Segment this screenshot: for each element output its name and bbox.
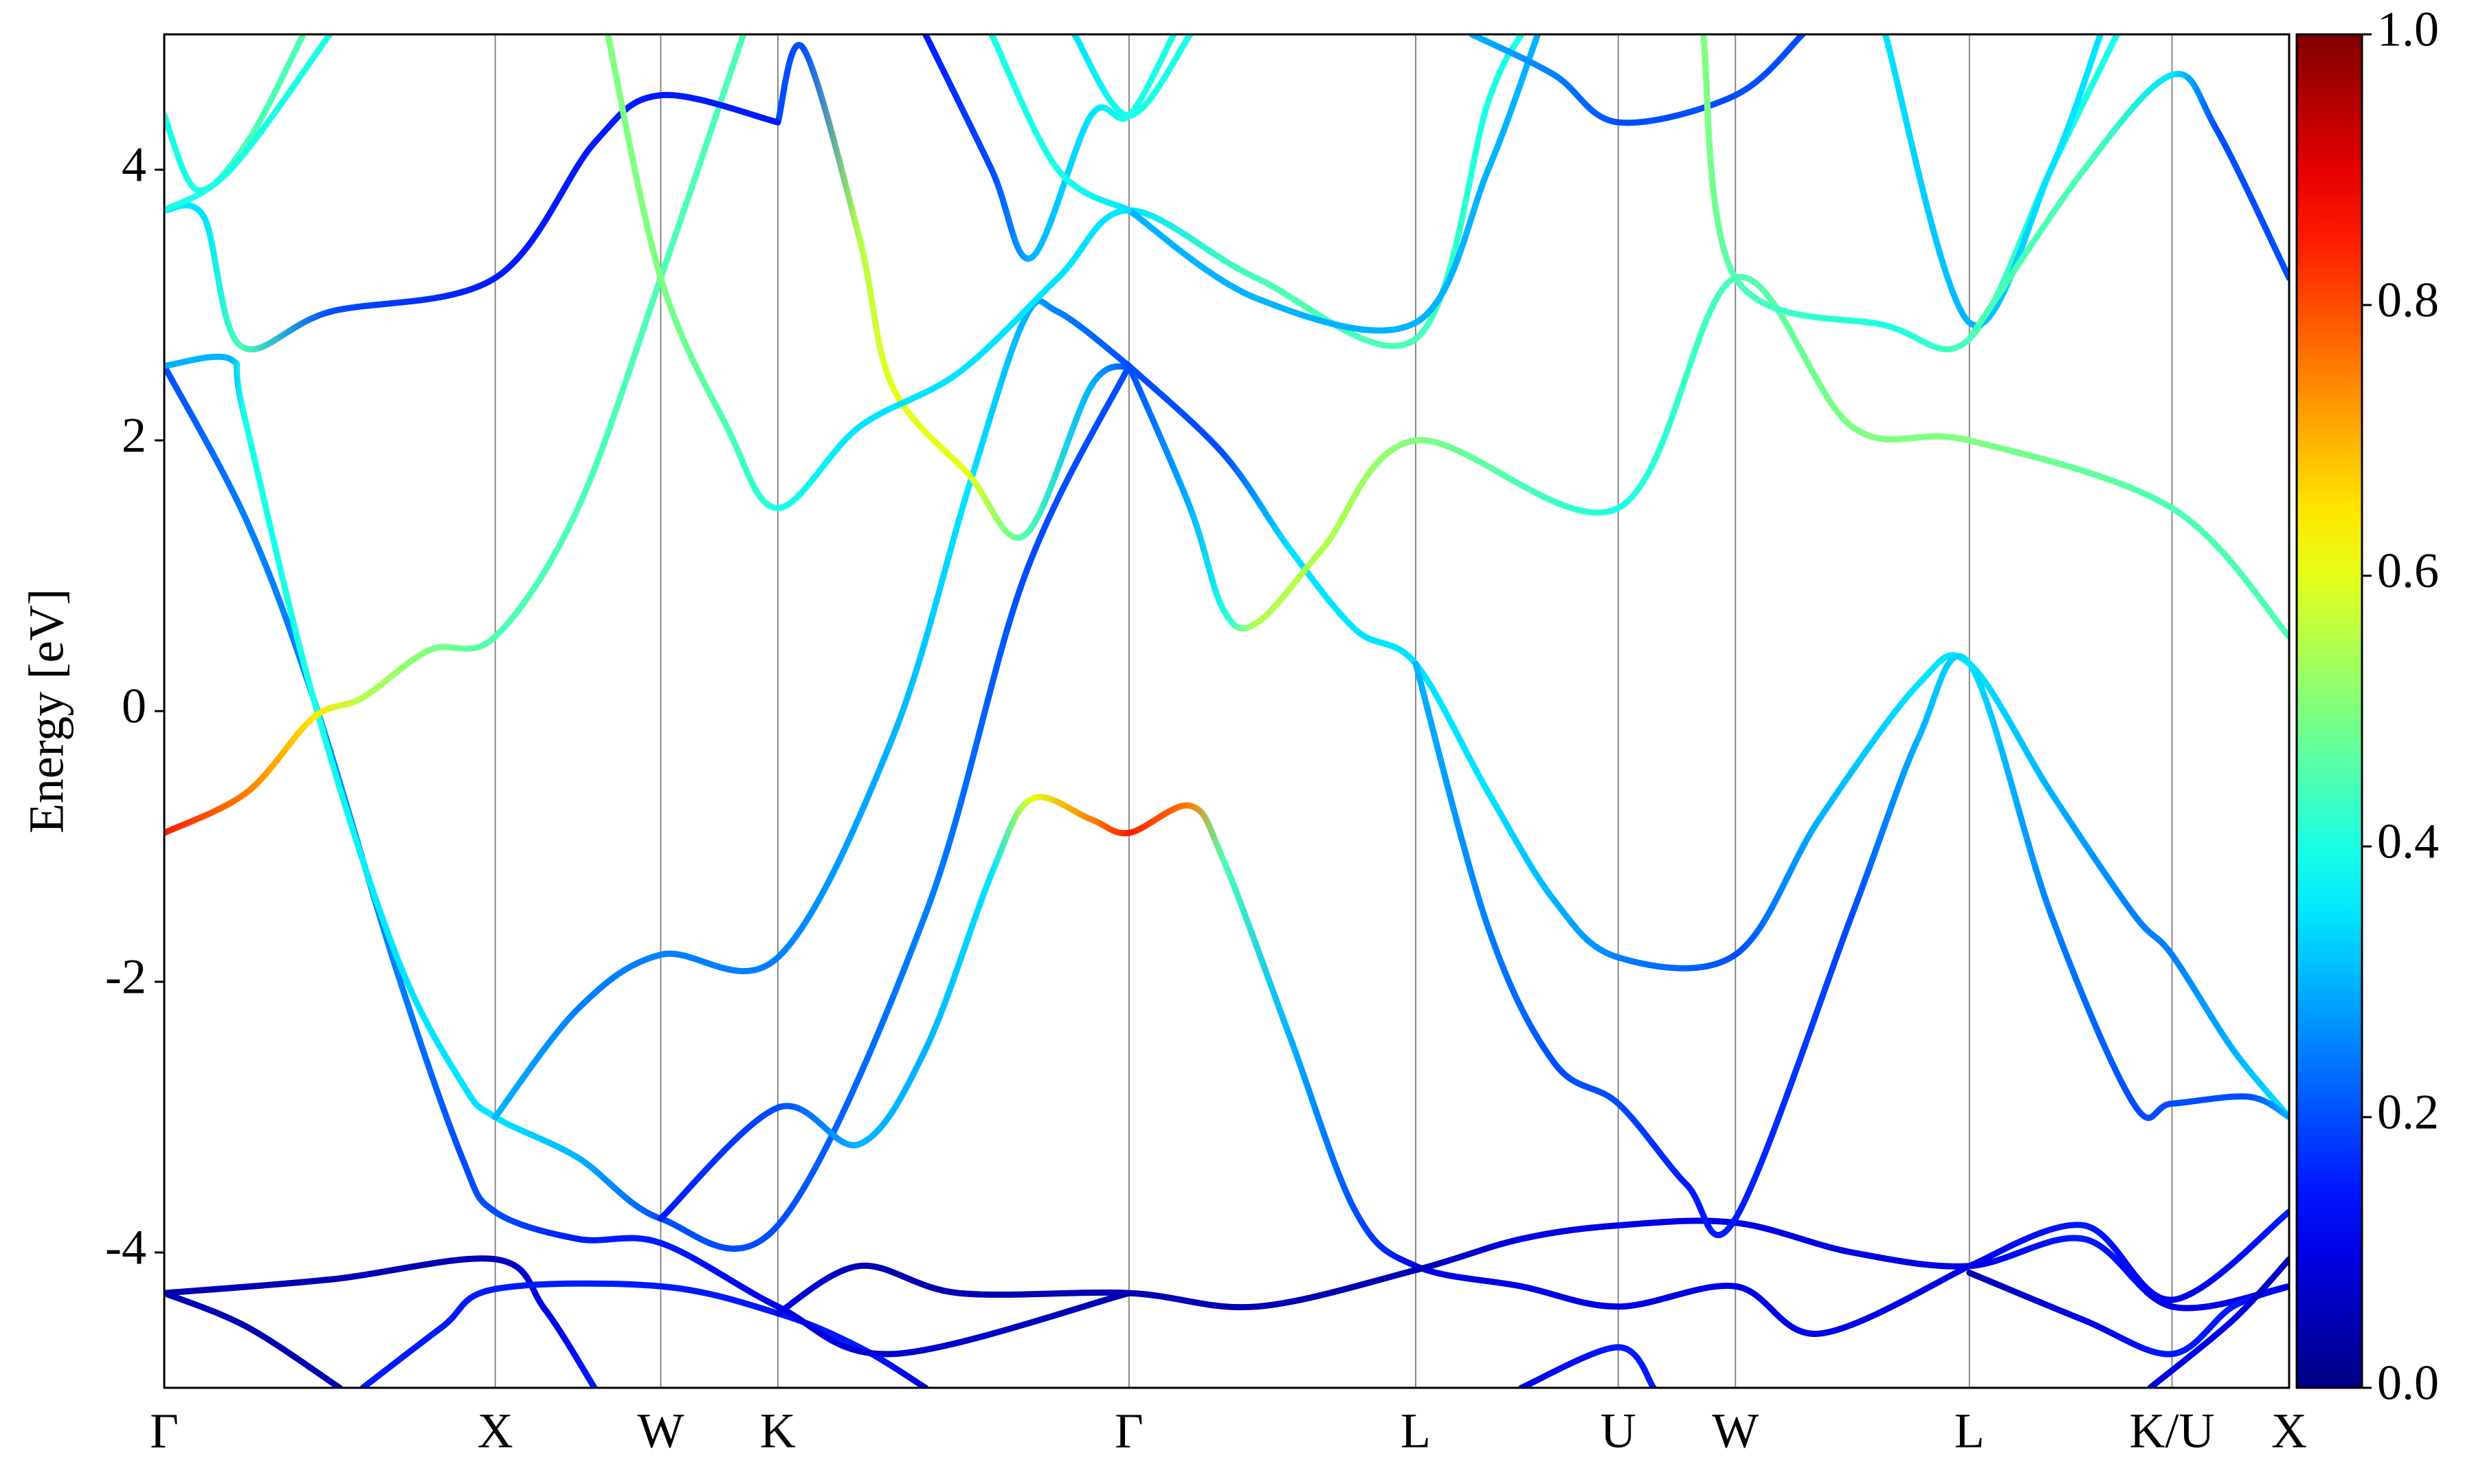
plot-frame — [163, 33, 2291, 1389]
colorbar — [2295, 33, 2363, 1389]
band — [164, 353, 1133, 1252]
band — [1126, 363, 2289, 1121]
band — [1518, 1344, 1657, 1388]
band — [1071, 34, 1194, 119]
band — [164, 1255, 598, 1388]
band — [774, 1217, 2289, 1317]
band — [492, 297, 1133, 1121]
x-tick-label: L — [1401, 1404, 1431, 1459]
x-tick-label: L — [1954, 1404, 1985, 1459]
band — [1468, 34, 1806, 126]
band — [1966, 71, 2289, 342]
band — [1882, 34, 2104, 328]
band — [164, 363, 1133, 1358]
band — [2147, 1256, 2289, 1388]
band — [988, 34, 1133, 214]
band — [164, 1290, 343, 1388]
x-tick-label: Γ — [1115, 1404, 1144, 1459]
band — [359, 1280, 929, 1388]
x-tick-label: K — [760, 1404, 796, 1459]
band — [164, 34, 333, 214]
band — [1966, 1208, 2289, 1303]
colorbar-tick-label: 0.4 — [2377, 814, 2439, 869]
band — [1126, 273, 2289, 640]
band — [1700, 34, 2121, 352]
colorbar-tick-label: 0.8 — [2377, 273, 2439, 328]
colorbar-tick-label: 1.0 — [2377, 2, 2439, 57]
y-tick-label: -2 — [105, 949, 146, 1004]
x-tick-label: X — [478, 1404, 513, 1459]
band — [1126, 34, 1541, 334]
x-tick-label: Γ — [150, 1404, 179, 1459]
band — [1966, 1270, 2289, 1358]
colorbar-tick-label: 0.6 — [2377, 543, 2439, 598]
x-tick-label: W — [637, 1404, 684, 1459]
bands — [164, 34, 2289, 1388]
band — [1412, 653, 2289, 1239]
x-tick-label: K/U — [2130, 1404, 2215, 1459]
y-tick-label: 2 — [122, 408, 146, 463]
band — [922, 34, 1177, 262]
band — [164, 91, 781, 352]
band — [657, 794, 1973, 1337]
colorbar-tick-label: 0.0 — [2377, 1356, 2439, 1410]
x-tick-label: U — [1601, 1404, 1636, 1459]
band — [774, 42, 1133, 541]
colorbar-tick-label: 0.2 — [2377, 1085, 2439, 1140]
band — [604, 34, 1525, 511]
x-tick-label: W — [1712, 1404, 1759, 1459]
y-tick-label: -4 — [105, 1220, 146, 1275]
x-tick-label: X — [2271, 1404, 2307, 1459]
y-axis-label: Energy [eV] — [19, 589, 74, 834]
y-tick-label: 4 — [122, 137, 146, 192]
y-tick-label: 0 — [122, 679, 146, 734]
